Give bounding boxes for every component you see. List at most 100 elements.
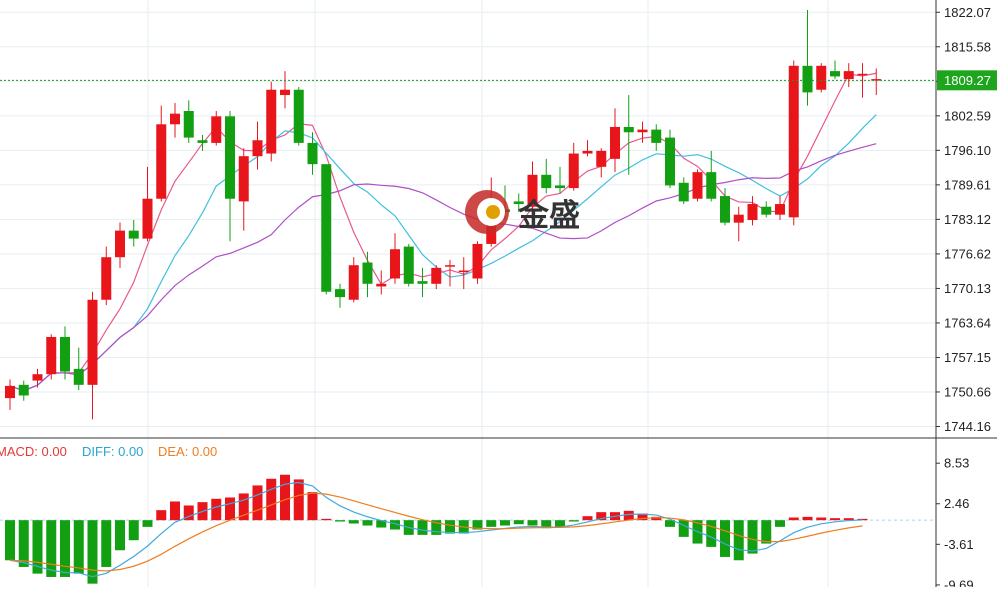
candle-body (665, 137, 675, 186)
candle-body (321, 164, 332, 292)
candle (170, 103, 180, 138)
macd-legend-name: MACD (0, 444, 34, 459)
candle-body (678, 182, 689, 202)
price-tick-label: 1763.64 (944, 315, 991, 330)
diff-line (9, 481, 863, 578)
candle (678, 177, 689, 205)
candle (555, 166, 565, 194)
candle-body (692, 172, 703, 199)
macd-histogram-bar (665, 520, 675, 527)
candle-body (843, 71, 854, 80)
macd-histogram-bar (252, 485, 263, 521)
macd-histogram-bar (541, 520, 552, 529)
candle (857, 63, 868, 98)
candle (238, 148, 249, 231)
macd-histogram-bar (596, 512, 607, 521)
candle-body (788, 65, 799, 218)
macd-histogram-bar (128, 520, 139, 541)
candle (60, 326, 70, 380)
watermark-text: 金盛 (517, 198, 580, 233)
macd-histogram-bar (335, 520, 345, 522)
candle-body (458, 270, 469, 273)
macd-histogram-bar (678, 520, 689, 537)
price-tick-label: 1776.62 (944, 246, 991, 261)
price-tick-label: 1750.66 (944, 384, 991, 399)
candle (582, 140, 593, 157)
candle-body (266, 89, 277, 154)
macd-legend-label: MACD: 0.00 (0, 444, 67, 459)
candle (623, 95, 634, 175)
candle-body (238, 156, 249, 202)
macd-histogram-bar (348, 520, 359, 524)
macd-histogram-bar (761, 520, 772, 544)
macd-histogram-bar (18, 520, 29, 567)
candle-body (720, 196, 730, 223)
candle (816, 63, 827, 93)
candle-body (651, 129, 662, 143)
candle-body (128, 230, 139, 239)
candle (183, 100, 194, 143)
dea-legend-value: 0.00 (192, 444, 217, 459)
ma20-line (9, 143, 877, 392)
candle-body (376, 283, 387, 287)
macd-legend-value: 0.00 (42, 444, 67, 459)
candle (197, 134, 208, 151)
candle (637, 121, 648, 143)
candle-body (596, 150, 607, 167)
macd-histogram-bar (390, 520, 400, 530)
macd-histogram-bar (280, 474, 290, 521)
candle-body (568, 153, 579, 189)
macd-histogram-bar (32, 520, 43, 574)
candle-body (5, 385, 15, 399)
macd-histogram-bar (802, 516, 813, 521)
candle (18, 380, 29, 401)
macd-histogram-bar (266, 478, 277, 521)
candle (87, 291, 98, 420)
candle-body (816, 65, 827, 90)
macd-histogram-bar (101, 520, 112, 567)
candle (321, 164, 332, 295)
price-tick-label: 1802.59 (944, 108, 991, 123)
candle (142, 166, 153, 242)
candle-body (197, 140, 208, 143)
candle (610, 108, 620, 173)
candle (513, 193, 524, 213)
candle (376, 270, 387, 295)
candle-body (417, 281, 428, 284)
candle (445, 259, 455, 287)
macd-tick-label: 8.53 (944, 456, 969, 471)
candle-body (857, 73, 868, 76)
last-price-label: 1809.27 (944, 73, 991, 88)
candle (417, 267, 428, 298)
candle (211, 111, 222, 146)
macd-histogram-bar (733, 520, 744, 561)
macd-histogram-bar (87, 520, 98, 584)
candle (802, 9, 813, 106)
macd-histogram-bar (225, 497, 235, 521)
candle-body (555, 185, 565, 189)
candle (830, 60, 840, 80)
candle-body (307, 142, 318, 165)
candle (73, 347, 84, 391)
candles (5, 9, 882, 420)
macd-histogram-bar (637, 513, 648, 521)
last-price-marker: 1809.27 (0, 70, 997, 91)
candle (458, 257, 469, 290)
candle (156, 105, 167, 202)
price-tick-label: 1789.61 (944, 177, 991, 192)
macd-histogram-bar (788, 517, 799, 521)
candle-body (225, 116, 235, 199)
candle-body (830, 71, 840, 77)
candle (706, 150, 717, 202)
moving-average-lines (9, 72, 877, 392)
watermark-logo-icon-dot (486, 205, 500, 219)
macd-histogram-bar (60, 520, 70, 577)
candle-body (610, 126, 620, 159)
candle (101, 246, 112, 306)
macd-histogram-bar (170, 501, 180, 521)
macd-histogram-bar (527, 520, 538, 526)
candle-body (431, 267, 442, 284)
macd-histogram-bar (513, 520, 524, 525)
